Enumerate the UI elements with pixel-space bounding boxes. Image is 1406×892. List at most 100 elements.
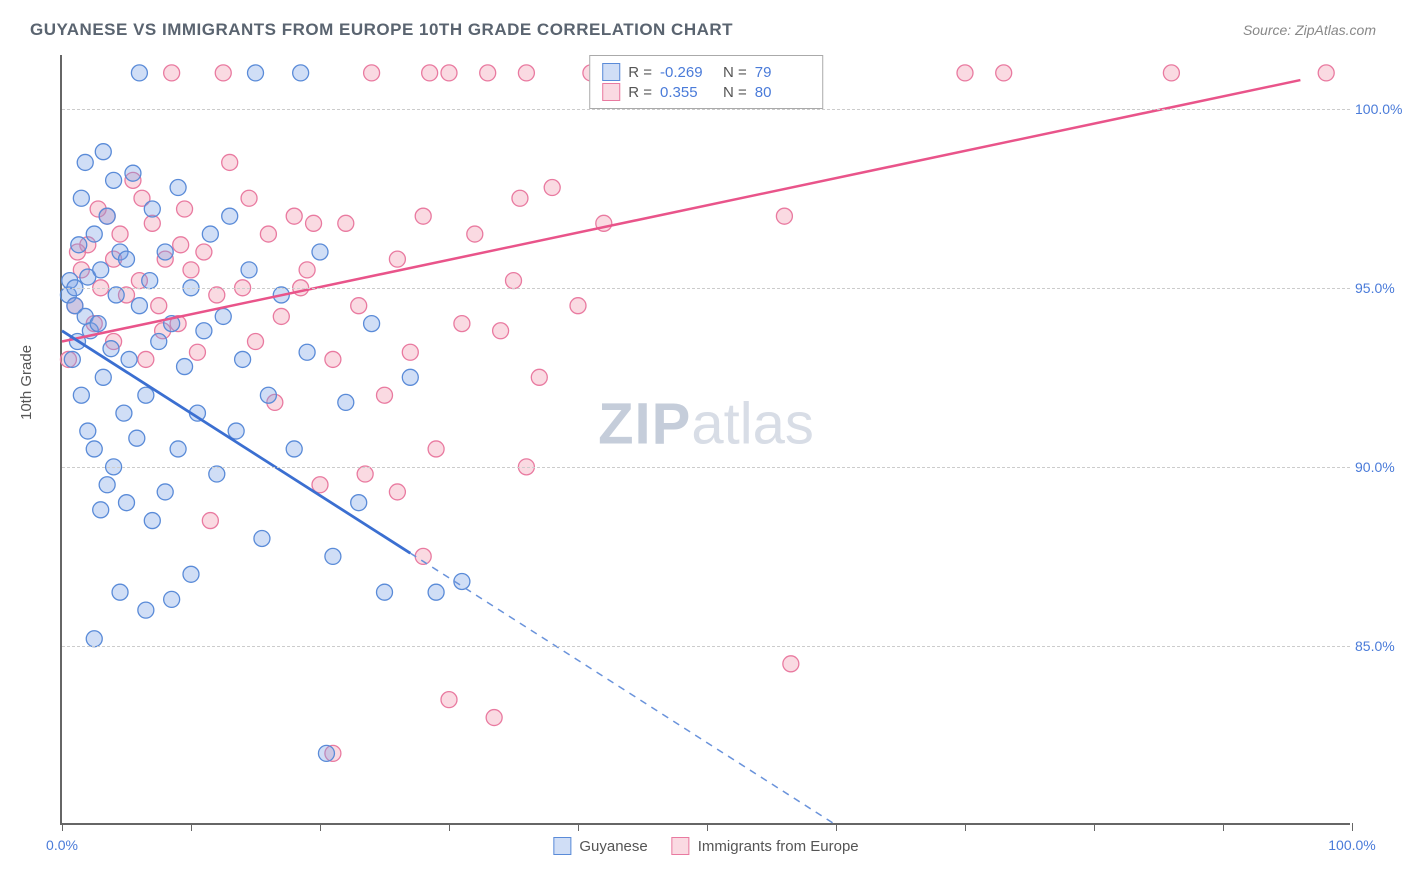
data-point-guyanese [170, 180, 186, 196]
xtick-label: 0.0% [46, 837, 78, 853]
data-point-guyanese [325, 548, 341, 564]
data-point-guyanese [215, 308, 231, 324]
chart-title: GUYANESE VS IMMIGRANTS FROM EUROPE 10TH … [30, 20, 733, 40]
data-point-europe [112, 226, 128, 242]
data-point-europe [389, 484, 405, 500]
data-point-guyanese [64, 351, 80, 367]
data-point-guyanese [144, 201, 160, 217]
data-point-europe [351, 298, 367, 314]
data-point-europe [260, 226, 276, 242]
data-point-guyanese [177, 359, 193, 375]
n-value-guyanese: 79 [755, 64, 810, 81]
r-value-europe: 0.355 [660, 84, 715, 101]
data-point-europe [428, 441, 444, 457]
data-point-guyanese [312, 244, 328, 260]
legend-row-guyanese: R = -0.269 N = 79 [602, 63, 810, 81]
r-value-guyanese: -0.269 [660, 64, 715, 81]
data-point-guyanese [157, 244, 173, 260]
ytick-label: 100.0% [1355, 101, 1406, 117]
xtick [1352, 823, 1353, 831]
data-point-guyanese [95, 144, 111, 160]
xtick [578, 823, 579, 831]
data-point-guyanese [71, 237, 87, 253]
data-point-europe [196, 244, 212, 260]
swatch-guyanese-icon [553, 837, 571, 855]
data-point-guyanese [338, 394, 354, 410]
data-point-guyanese [99, 477, 115, 493]
data-point-guyanese [241, 262, 257, 278]
trendline-europe [62, 80, 1300, 341]
xtick [707, 823, 708, 831]
data-point-guyanese [112, 584, 128, 600]
data-point-guyanese [164, 591, 180, 607]
data-point-europe [144, 215, 160, 231]
series-legend: Guyanese Immigrants from Europe [553, 837, 858, 855]
gridline [62, 646, 1350, 647]
data-point-guyanese [157, 484, 173, 500]
data-point-guyanese [351, 495, 367, 511]
data-point-guyanese [119, 495, 135, 511]
data-point-guyanese [129, 430, 145, 446]
xtick [965, 823, 966, 831]
xtick [836, 823, 837, 831]
data-point-europe [299, 262, 315, 278]
swatch-europe [602, 83, 620, 101]
data-point-europe [1163, 65, 1179, 81]
data-point-guyanese [364, 316, 380, 332]
r-label: R = [628, 64, 652, 81]
data-point-guyanese [93, 502, 109, 518]
data-point-guyanese [131, 65, 147, 81]
swatch-guyanese [602, 63, 620, 81]
data-point-europe [151, 298, 167, 314]
data-point-guyanese [222, 208, 238, 224]
xtick [1094, 823, 1095, 831]
data-point-guyanese [248, 65, 264, 81]
data-point-guyanese [254, 530, 270, 546]
data-point-europe [402, 344, 418, 360]
source-credit: Source: ZipAtlas.com [1243, 22, 1376, 38]
data-point-guyanese [86, 226, 102, 242]
data-point-guyanese [73, 190, 89, 206]
data-point-guyanese [202, 226, 218, 242]
data-point-guyanese [138, 387, 154, 403]
data-point-europe [202, 513, 218, 529]
data-point-guyanese [235, 351, 251, 367]
data-point-guyanese [170, 441, 186, 457]
y-axis-label: 10th Grade [18, 345, 35, 420]
data-point-guyanese [402, 369, 418, 385]
data-point-guyanese [228, 423, 244, 439]
legend-item-guyanese: Guyanese [553, 837, 647, 855]
data-point-europe [357, 466, 373, 482]
data-point-guyanese [151, 334, 167, 350]
data-point-guyanese [260, 387, 276, 403]
data-point-europe [1318, 65, 1334, 81]
data-point-europe [783, 656, 799, 672]
data-point-guyanese [77, 154, 93, 170]
data-point-guyanese [144, 513, 160, 529]
data-point-europe [248, 334, 264, 350]
data-point-guyanese [80, 423, 96, 439]
data-point-europe [338, 215, 354, 231]
data-point-europe [377, 387, 393, 403]
data-point-guyanese [138, 602, 154, 618]
xtick [1223, 823, 1224, 831]
xtick [62, 823, 63, 831]
data-point-europe [493, 323, 509, 339]
data-point-europe [273, 308, 289, 324]
data-point-europe [544, 180, 560, 196]
data-point-guyanese [183, 566, 199, 582]
data-point-europe [241, 190, 257, 206]
ytick-label: 85.0% [1355, 638, 1406, 654]
data-point-guyanese [377, 584, 393, 600]
r-label: R = [628, 84, 652, 101]
data-point-europe [325, 351, 341, 367]
data-point-europe [480, 65, 496, 81]
legend-label-europe: Immigrants from Europe [698, 838, 859, 855]
data-point-europe [415, 208, 431, 224]
data-point-europe [531, 369, 547, 385]
data-point-europe [306, 215, 322, 231]
chart-svg [62, 55, 1350, 823]
ytick-label: 95.0% [1355, 280, 1406, 296]
data-point-guyanese [293, 65, 309, 81]
data-point-guyanese [86, 441, 102, 457]
